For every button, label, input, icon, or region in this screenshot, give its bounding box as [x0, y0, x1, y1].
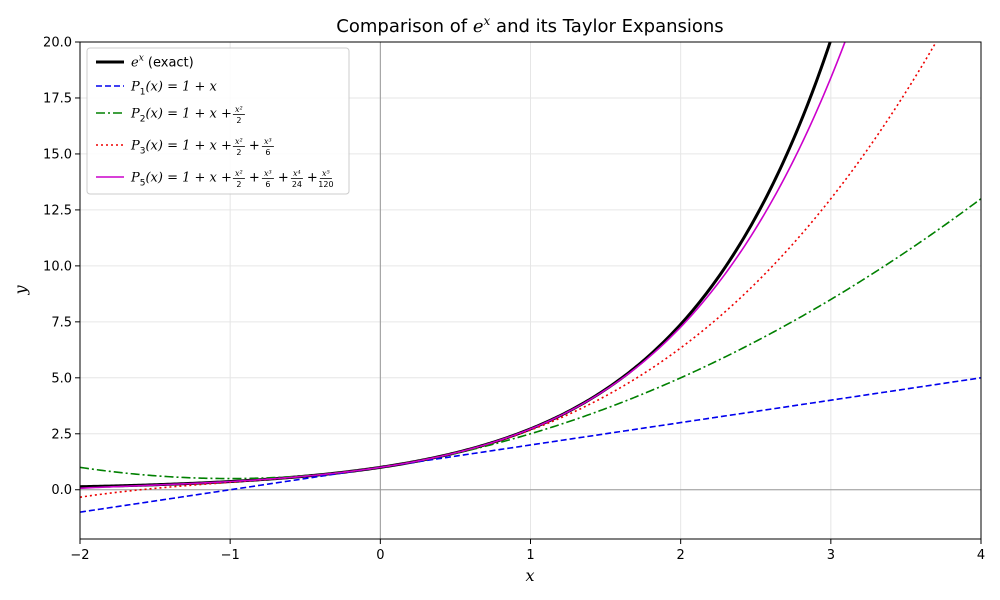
legend-fraction: x² 2: [232, 137, 245, 157]
x-tick-label: −1: [221, 548, 240, 563]
x-tick-label: 1: [526, 548, 534, 563]
legend-frac-num: x³: [264, 137, 272, 146]
title-math-sup: x: [484, 14, 491, 28]
legend-frac-den: 24: [292, 180, 302, 189]
legend-expr: (x) = 1 + x +: [145, 107, 231, 122]
x-tick-label: 4: [977, 548, 985, 563]
y-axis-label: y: [11, 285, 30, 296]
legend-frac-den: 120: [318, 180, 333, 189]
y-tick-label: 10.0: [43, 259, 72, 274]
y-tick-label: 7.5: [51, 315, 72, 330]
legend-sub: 5: [140, 179, 146, 189]
legend-fraction: x² 2: [232, 169, 245, 189]
legend-fraction: x³ 6: [261, 137, 274, 157]
legend-math: P: [130, 107, 140, 122]
legend-expr: (x) = 1 + x: [145, 80, 217, 95]
legend-frac-num: x²: [235, 169, 243, 178]
x-tick-label: 0: [376, 548, 384, 563]
y-tick-label: 2.5: [51, 427, 72, 442]
legend-fraction: x⁴ 24: [290, 169, 303, 189]
legend-frac-den: 6: [265, 180, 270, 189]
legend-plus: +: [307, 171, 318, 186]
x-tick-label: 2: [677, 548, 685, 563]
legend-sub: 2: [140, 115, 146, 125]
legend-label-p3: P3(x) = 1 + x +: [130, 139, 232, 157]
chart-title: Comparison of ex and its Taylor Expansio…: [336, 14, 723, 37]
legend-label-p5: P5(x) = 1 + x +: [130, 171, 232, 189]
y-tick-label: 5.0: [51, 371, 72, 386]
series-line-p5: [80, 42, 846, 490]
y-tick-label: 17.5: [43, 91, 72, 106]
legend-sub: 3: [140, 147, 146, 157]
legend-frac-num: x³: [264, 169, 272, 178]
x-tick-label: 3: [827, 548, 835, 563]
legend-frac-num: x⁴: [293, 169, 301, 178]
legend-fraction: x⁵ 120: [318, 169, 333, 189]
series-line-p1: [80, 377, 981, 513]
legend-fraction: x² 2: [232, 105, 245, 125]
legend-math: P: [130, 171, 140, 186]
legend-frac-num: x²: [235, 105, 243, 114]
legend-frac-den: 2: [236, 180, 241, 189]
legend-suffix: (exact): [144, 56, 194, 71]
legend: ex (exact)P1(x) = 1 + xP2(x) = 1 + x + x…: [86, 47, 350, 195]
legend-frac-den: 2: [236, 148, 241, 157]
x-axis: −2 −1 0 1 2 3 4: [70, 539, 985, 563]
legend-expr: (x) = 1 + x +: [145, 171, 231, 186]
legend-label-exact: ex (exact): [131, 54, 194, 71]
y-axis: 0.0 2.5 5.0 7.5 10.0 12.5 15.0 17.5 20.0: [43, 36, 80, 498]
series-line-p2: [80, 198, 981, 480]
x-axis-label: x: [525, 566, 534, 585]
legend-fraction: x³ 6: [261, 169, 274, 189]
legend-plus: +: [249, 171, 260, 186]
legend-math: e: [131, 56, 139, 71]
legend-plus: +: [249, 139, 260, 154]
title-math-base: e: [473, 16, 484, 37]
legend-math: P: [130, 139, 140, 154]
legend-sub: 1: [140, 88, 146, 98]
y-tick-label: 12.5: [43, 203, 72, 218]
legend-expr: (x) = 1 + x +: [145, 139, 231, 154]
legend-box: [86, 47, 350, 195]
title-text: and its Taylor Expansions: [490, 16, 723, 37]
legend-plus: +: [278, 171, 289, 186]
legend-frac-den: 2: [236, 116, 241, 125]
series-group: [80, 42, 981, 513]
y-tick-label: 15.0: [43, 147, 72, 162]
zero-lines: [80, 42, 981, 539]
legend-math: P: [130, 80, 140, 95]
title-text: Comparison of: [336, 16, 473, 37]
legend-sup: x: [139, 54, 144, 64]
legend-label-p1: P1(x) = 1 + x: [130, 80, 218, 98]
y-tick-label: 20.0: [43, 36, 72, 51]
x-tick-label: −2: [70, 548, 89, 563]
legend-frac-den: 6: [265, 148, 270, 157]
legend-frac-num: x⁵: [322, 169, 331, 178]
y-tick-label: 0.0: [51, 483, 72, 498]
legend-frac-num: x²: [235, 137, 243, 146]
legend-label-p2: P2(x) = 1 + x +: [130, 107, 232, 125]
